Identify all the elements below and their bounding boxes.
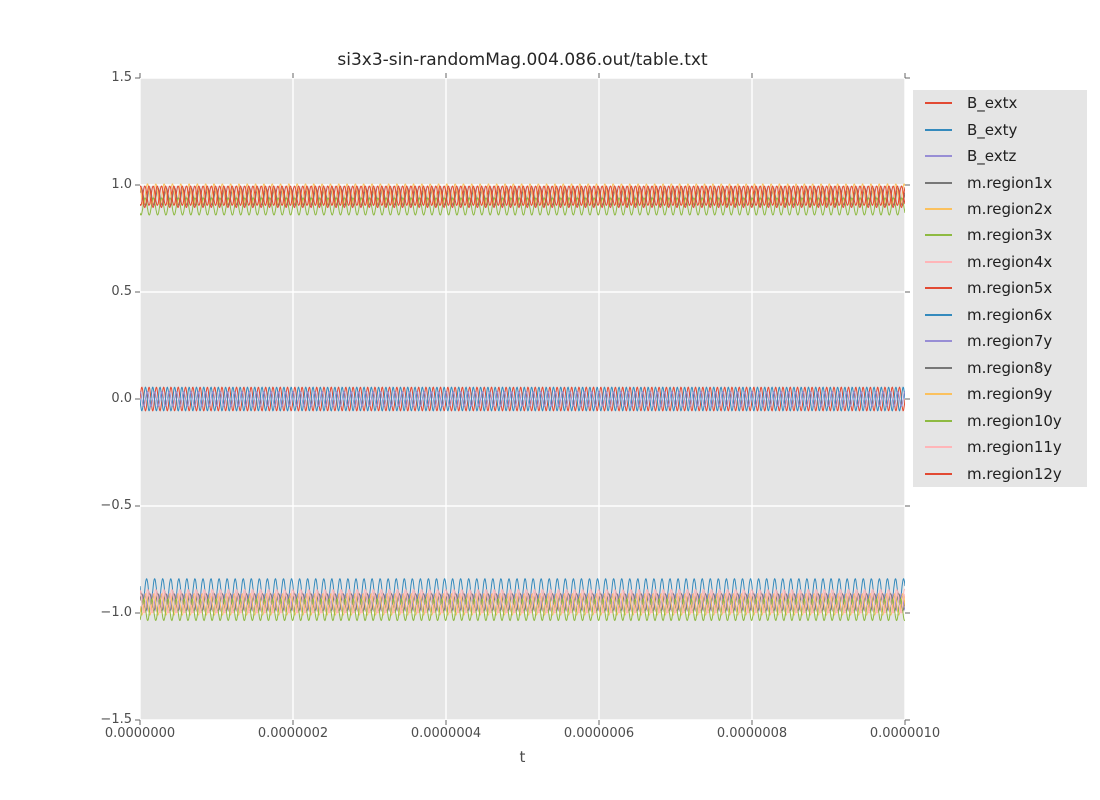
legend-label: m.region11y — [967, 438, 1062, 457]
y-tick-label: 1.0 — [111, 177, 132, 192]
legend-label: m.region1x — [967, 173, 1053, 192]
legend: B_extx B_exty B_extz m.region1x m.region2x m.… — [913, 90, 1087, 487]
legend-line-sample — [925, 128, 952, 131]
y-tick-label: −1.5 — [100, 712, 132, 727]
series-line-B_exty — [140, 386, 905, 412]
legend-label: m.region5x — [967, 279, 1053, 298]
series-line-m.region12y — [140, 185, 905, 207]
legend-line-sample — [925, 340, 952, 343]
y-tick-label: 1.5 — [111, 70, 132, 85]
legend-label: m.region12y — [967, 464, 1062, 483]
series-line-m.region3x — [140, 197, 905, 216]
legend-entry-m.region9y: m.region9y — [913, 381, 1087, 407]
x-tick-label: 0.0000006 — [563, 726, 635, 741]
legend-label: m.region7y — [967, 332, 1053, 351]
series-line-m.region11y — [140, 588, 905, 614]
y-tick-label: 0.0 — [111, 391, 132, 406]
legend-label: m.region6x — [967, 305, 1053, 324]
legend-entry-m.region12y: m.region12y — [913, 460, 1087, 486]
series-line-B_extz — [140, 390, 905, 408]
legend-entry-m.region5x: m.region5x — [913, 275, 1087, 301]
legend-line-sample — [925, 393, 952, 396]
x-axis-label: t — [519, 748, 526, 766]
x-tick-label: 0.0000004 — [410, 726, 482, 741]
legend-entry-m.region8y: m.region8y — [913, 355, 1087, 381]
legend-label: B_exty — [967, 120, 1018, 139]
legend-entry-B_exty: B_exty — [913, 116, 1087, 142]
legend-line-sample — [925, 260, 952, 263]
legend-label: m.region4x — [967, 252, 1053, 271]
legend-line-sample — [925, 234, 952, 237]
legend-label: B_extx — [967, 94, 1018, 113]
legend-label: B_extz — [967, 147, 1017, 166]
legend-entry-m.region3x: m.region3x — [913, 222, 1087, 248]
legend-line-sample — [925, 472, 952, 475]
legend-line-sample — [925, 287, 952, 290]
x-tick-label: 0.0000000 — [104, 726, 176, 741]
legend-line-sample — [925, 181, 952, 184]
legend-entry-m.region6x: m.region6x — [913, 302, 1087, 328]
y-tick-label: 0.5 — [111, 284, 132, 299]
legend-entry-B_extx: B_extx — [913, 90, 1087, 116]
legend-label: m.region3x — [967, 226, 1053, 245]
legend-label: m.region10y — [967, 411, 1062, 430]
series-line-m.region10y — [140, 598, 905, 622]
legend-line-sample — [925, 208, 952, 211]
legend-label: m.region2x — [967, 200, 1053, 219]
legend-label: m.region8y — [967, 358, 1053, 377]
y-tick-label: −1.0 — [100, 605, 132, 620]
y-tick-label: −0.5 — [100, 498, 132, 513]
legend-line-sample — [925, 419, 952, 422]
legend-entry-B_extz: B_extz — [913, 143, 1087, 169]
legend-line-sample — [925, 313, 952, 316]
legend-line-sample — [925, 155, 952, 158]
x-tick-label: 0.0000010 — [869, 726, 941, 741]
legend-line-sample — [925, 102, 952, 105]
legend-line-sample — [925, 446, 952, 449]
legend-entry-m.region7y: m.region7y — [913, 328, 1087, 354]
chart-title: si3x3-sin-randomMag.004.086.out/table.tx… — [337, 50, 708, 70]
legend-line-sample — [925, 366, 952, 369]
legend-entry-m.region4x: m.region4x — [913, 249, 1087, 275]
legend-entry-m.region2x: m.region2x — [913, 196, 1087, 222]
legend-entry-m.region11y: m.region11y — [913, 434, 1087, 460]
legend-label: m.region9y — [967, 385, 1053, 404]
x-tick-label: 0.0000008 — [716, 726, 788, 741]
legend-entry-m.region1x: m.region1x — [913, 169, 1087, 195]
legend-entry-m.region10y: m.region10y — [913, 407, 1087, 433]
x-tick-label: 0.0000002 — [257, 726, 329, 741]
